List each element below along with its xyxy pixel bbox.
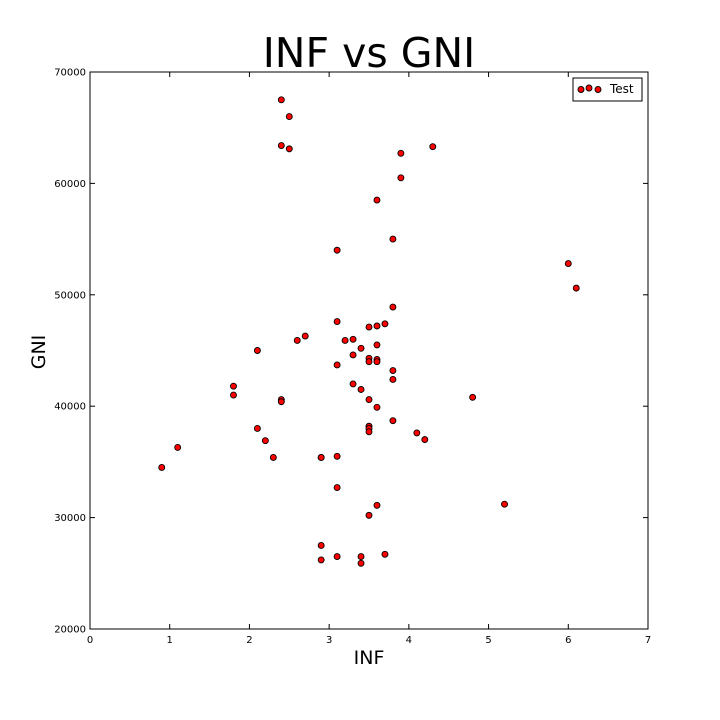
x-tick-label: 6 bbox=[565, 635, 571, 646]
scatter-point bbox=[333, 246, 341, 254]
scatter-point bbox=[333, 361, 341, 369]
scatter-point bbox=[389, 235, 397, 243]
legend-marker bbox=[585, 84, 593, 92]
legend-label: Test bbox=[609, 82, 634, 96]
scatter-point bbox=[564, 260, 572, 268]
scatter-point bbox=[349, 335, 357, 343]
x-axis-label: INF bbox=[354, 647, 385, 669]
x-tick-label: 2 bbox=[246, 635, 252, 646]
scatter-point bbox=[293, 337, 301, 344]
scatter-point bbox=[317, 556, 325, 564]
scatter-point bbox=[429, 143, 437, 151]
chart-title: INF vs GNI bbox=[263, 29, 476, 77]
scatter-point bbox=[253, 347, 261, 354]
scatter-point bbox=[373, 322, 381, 330]
scatter-point bbox=[285, 113, 293, 121]
scatter-point bbox=[357, 386, 365, 393]
scatter-point bbox=[341, 337, 349, 344]
scatter-point bbox=[317, 453, 325, 461]
y-tick-label: 30000 bbox=[54, 513, 86, 524]
scatter-point bbox=[389, 367, 397, 375]
scatter-point bbox=[373, 196, 381, 204]
scatter-point bbox=[389, 376, 397, 383]
legend: Test bbox=[572, 77, 643, 102]
scatter-point bbox=[381, 550, 389, 558]
x-tick-label: 0 bbox=[87, 635, 93, 646]
scatter-point bbox=[158, 464, 166, 471]
scatter-point bbox=[253, 425, 261, 432]
scatter-point bbox=[317, 542, 325, 549]
y-tick-label: 70000 bbox=[54, 68, 86, 79]
y-axis-label: GNI bbox=[28, 335, 50, 370]
scatter-point bbox=[373, 341, 381, 349]
y-tick-label: 50000 bbox=[54, 290, 86, 301]
scatter-point bbox=[397, 174, 405, 182]
legend-marker bbox=[594, 86, 602, 93]
scatter-point bbox=[365, 396, 373, 403]
scatter-point bbox=[357, 553, 365, 561]
scatter-point bbox=[230, 391, 237, 399]
scatter-point bbox=[174, 443, 182, 451]
scatter-point bbox=[469, 393, 477, 401]
scatter-point bbox=[373, 358, 381, 366]
scatter-point bbox=[261, 437, 269, 445]
y-axis: 20000 30000 40000 50000 60000 70000 bbox=[54, 68, 648, 636]
scatter-point bbox=[285, 145, 293, 153]
scatter-point bbox=[277, 142, 285, 149]
x-tick-label: 7 bbox=[645, 635, 651, 646]
scatter-point bbox=[357, 344, 365, 352]
scatter-point bbox=[381, 320, 389, 328]
x-axis: 0 1 2 3 4 5 6 7 bbox=[87, 72, 651, 646]
x-tick-label: 3 bbox=[326, 635, 332, 646]
scatter-point bbox=[501, 500, 508, 508]
scatter-point bbox=[277, 398, 285, 406]
scatter-point bbox=[413, 429, 421, 437]
scatter-point bbox=[357, 559, 365, 567]
scatter-point bbox=[373, 501, 381, 509]
scatter-point bbox=[333, 484, 341, 491]
data-points bbox=[158, 96, 580, 567]
scatter-point bbox=[269, 453, 277, 461]
scatter-point bbox=[365, 511, 373, 519]
x-tick-label: 1 bbox=[167, 635, 173, 646]
scatter-point bbox=[572, 284, 580, 292]
legend-box bbox=[572, 77, 643, 102]
x-tick-label: 4 bbox=[406, 635, 412, 646]
x-tick-label: 5 bbox=[485, 635, 491, 646]
scatter-point bbox=[365, 358, 373, 366]
scatter-point bbox=[230, 382, 237, 390]
scatter-point bbox=[349, 380, 357, 388]
scatter-point bbox=[333, 452, 341, 460]
scatter-point bbox=[397, 149, 405, 157]
y-tick-label: 20000 bbox=[54, 625, 86, 636]
y-tick-label: 40000 bbox=[54, 402, 86, 413]
plot-area bbox=[89, 71, 649, 630]
scatter-point bbox=[373, 403, 381, 411]
plot-frame bbox=[89, 71, 649, 630]
y-tick-label: 60000 bbox=[54, 179, 86, 190]
scatter-point bbox=[389, 417, 397, 425]
scatter-point bbox=[421, 436, 429, 444]
scatter-point bbox=[349, 351, 357, 359]
scatter-point bbox=[365, 323, 373, 331]
scatter-point bbox=[301, 332, 309, 340]
scatter-point bbox=[333, 318, 341, 325]
scatter-point bbox=[333, 553, 341, 561]
scatter-point bbox=[365, 428, 373, 436]
scatter-point bbox=[389, 303, 397, 311]
legend-marker bbox=[577, 86, 585, 93]
scatter-point bbox=[277, 96, 285, 104]
